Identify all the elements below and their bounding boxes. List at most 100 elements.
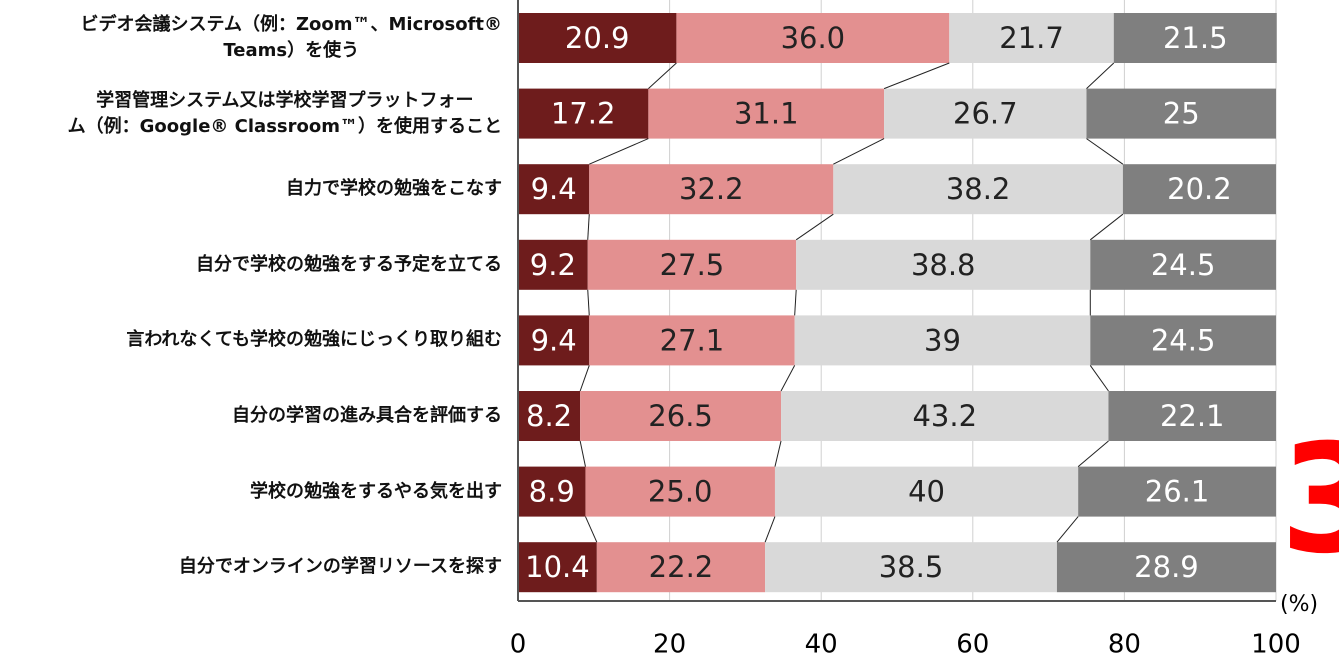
connector [589,138,649,165]
x-tick-label: 80 [1108,630,1141,660]
connector [883,62,950,90]
connector [833,138,885,165]
bar-segment [1078,466,1276,517]
connector [587,289,590,316]
bar-segment [1122,164,1276,215]
value-label: 27.1 [660,323,725,357]
category-label: 学校の勉強をするやる気を出す [250,480,502,502]
bar-segment [587,239,797,290]
connector [1089,365,1109,392]
category-label: 自力で学校の勉強をこなす [286,178,502,200]
value-label: 31.1 [734,97,799,131]
value-label: 9.4 [531,172,577,206]
bar-segment [589,315,795,366]
bar-segment [949,13,1114,63]
value-label: 9.2 [530,248,576,282]
value-label: 38.5 [879,550,944,584]
connector [1086,62,1115,89]
annotation: 3 [1280,413,1339,587]
value-label: 38.8 [911,248,976,282]
connector [764,516,776,543]
bar-segment [1090,239,1276,290]
bar-segment [765,542,1057,593]
bar-segment [518,542,597,593]
x-tick-label: 0 [510,630,527,660]
bar-segment [794,315,1091,366]
value-label: 26.7 [953,97,1018,131]
value-label: 8.2 [526,399,572,433]
value-label: 40 [908,475,945,509]
bar-segment [580,391,782,441]
bar-segment [589,164,834,215]
bar-segment [596,542,766,593]
value-label: 20.2 [1167,172,1232,206]
unit-label: (%) [1280,592,1318,617]
value-label: 24.5 [1151,323,1216,357]
bar-segment [1108,391,1276,441]
category-label: 自分の学習の進み具合を評価する [232,405,502,426]
x-tick-label: 20 [653,630,686,660]
x-tick-label: 40 [805,630,838,660]
value-label: 26.1 [1145,475,1210,509]
x-tick-label: 60 [956,630,989,660]
bar-segment [796,239,1091,290]
value-label: 22.1 [1160,399,1225,433]
x-tick-label: 100 [1251,630,1301,660]
value-label: 24.5 [1151,248,1216,282]
value-label: 21.5 [1163,21,1228,55]
bar-segment [833,164,1123,215]
connector [579,365,590,392]
value-label: 17.2 [551,97,616,131]
value-label: 25.0 [648,475,713,509]
value-label: 21.7 [999,21,1064,55]
bar-segment [518,164,590,215]
value-label: 26.5 [648,399,713,433]
category-label: 言われなくても学校の勉強にじっくり取り組む [126,329,502,351]
value-label: 20.9 [565,21,630,55]
connector [1086,138,1124,165]
bar-segment [1056,542,1276,593]
value-label: 38.2 [946,172,1011,206]
value-label: 27.5 [660,248,725,282]
value-label: 32.2 [679,172,744,206]
bar-segment [884,88,1087,139]
bar-segment [518,13,677,63]
value-label: 8.9 [529,475,575,509]
bar-segment [1090,315,1276,366]
connector [1056,516,1079,543]
connector [585,516,598,543]
bar-segment [781,391,1109,441]
connector [795,213,834,241]
category-label: ビデオ会議システム（例：Zoom™、Microsoft® Teams）を使う [80,14,502,61]
connector [579,440,586,467]
connector [1089,213,1124,241]
bar-segment [518,315,590,366]
value-label: 39 [924,323,961,357]
connector [648,62,677,89]
value-label: 43.2 [912,399,977,433]
bar-segment [1113,13,1277,63]
connector [1077,440,1109,467]
bar-segment [648,88,885,139]
value-label: 36.0 [781,21,846,55]
category-label: 学習管理システム又は学校学習プラットフォー ム（例：Google® Classr… [67,89,502,137]
bar-segment [518,88,649,139]
value-label: 10.4 [525,550,590,584]
bar-segment [676,13,950,63]
connector [794,289,797,316]
category-label: 自分でオンラインの学習リソースを探す [178,556,502,578]
bar-segment [1086,88,1276,139]
value-label: 25 [1163,97,1200,131]
bar-segment [585,466,775,517]
connector [587,214,590,240]
value-label: 28.9 [1134,550,1199,584]
value-label: 22.2 [649,550,714,584]
bar-segment [774,466,1079,517]
bar-segment [518,239,588,290]
value-label: 9.4 [531,323,577,357]
bar-segment [518,466,586,517]
connector [774,440,782,467]
connector [780,365,796,392]
